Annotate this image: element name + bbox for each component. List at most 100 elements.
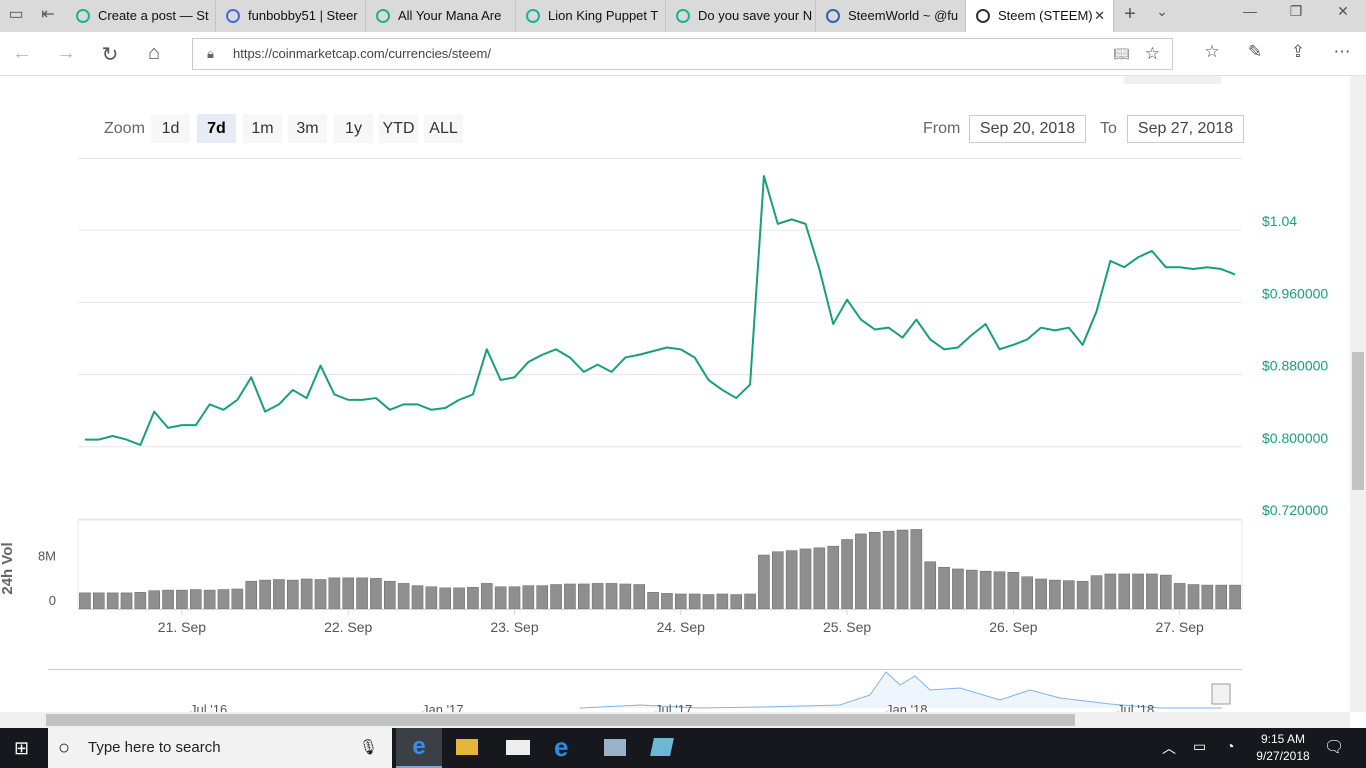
- y-axis-title: 24h Vol: [0, 542, 16, 594]
- ie-icon[interactable]: e: [554, 732, 569, 762]
- tab-aside[interactable]: ⇤: [41, 6, 55, 23]
- clock-date[interactable]: 9/27/2018: [1256, 749, 1310, 763]
- maximize[interactable]: ❐: [1289, 3, 1303, 19]
- vertical-scrollbar[interactable]: [1350, 76, 1366, 712]
- action-center[interactable]: 🗨︎: [1324, 739, 1345, 756]
- to-label: To: [1100, 120, 1117, 137]
- navigator-handle[interactable]: [1211, 683, 1231, 705]
- tab-title: All Your Mana Are: [398, 8, 502, 23]
- favorite[interactable]: ☆: [1144, 44, 1160, 63]
- volume-bar: [965, 569, 978, 610]
- more[interactable]: ⋯: [1333, 42, 1351, 61]
- y-tick-label: $0.800000: [1262, 430, 1328, 446]
- tab[interactable]: Lion King Puppet T: [516, 0, 666, 32]
- app-icon[interactable]: [604, 739, 626, 756]
- volume-bar: [813, 547, 826, 610]
- volume-bar: [633, 584, 646, 610]
- from-label: From: [923, 120, 961, 137]
- home[interactable]: ⌂: [147, 42, 161, 64]
- tab[interactable]: Do you save your N: [666, 0, 816, 32]
- minimize[interactable]: —: [1243, 3, 1257, 19]
- favorites-hub[interactable]: ☆: [1204, 42, 1220, 61]
- volume-bar: [203, 589, 216, 610]
- volume-bar: [674, 593, 687, 610]
- volume-bar: [1187, 584, 1200, 610]
- tray-wifi[interactable]: ◔: [1226, 738, 1235, 754]
- volume-bar: [564, 583, 576, 610]
- clock-time[interactable]: 9:15 AM: [1260, 732, 1306, 746]
- volume-bar: [855, 533, 867, 610]
- zoom-button[interactable]: 3m: [288, 114, 327, 143]
- forward[interactable]: →: [56, 42, 76, 64]
- tab[interactable]: Create a post — St: [66, 0, 216, 32]
- to-input[interactable]: Sep 27, 2018: [1127, 115, 1244, 143]
- app-icon[interactable]: [650, 738, 674, 756]
- tab-actions[interactable]: ▭: [8, 6, 24, 23]
- tab[interactable]: SteemWorld ~ @fu: [816, 0, 966, 32]
- x-tick-label: 25. Sep: [823, 619, 871, 635]
- back[interactable]: ←: [12, 42, 32, 64]
- tray-battery[interactable]: ▭: [1193, 738, 1207, 754]
- navigator-line: [579, 671, 1222, 709]
- refresh[interactable]: ↻: [101, 44, 119, 66]
- tab-bar: ▭ ⇤ Create a post — St funbobby51 | Stee…: [0, 0, 1366, 32]
- x-tick-label: 27. Sep: [1156, 619, 1204, 635]
- close-window[interactable]: ✕: [1337, 3, 1349, 19]
- volume-bar: [508, 586, 521, 610]
- volume-bar: [286, 579, 299, 610]
- mail-icon[interactable]: [506, 740, 530, 755]
- zoom-button[interactable]: 7d: [197, 114, 236, 143]
- volume-bar: [938, 567, 950, 610]
- y-tick-label: 0: [49, 593, 56, 608]
- search-box[interactable]: ○ Type here to search 🎙︎: [48, 728, 392, 768]
- volume-bar: [1035, 578, 1047, 610]
- zoom-button[interactable]: 1m: [243, 114, 282, 143]
- volume-bar: [148, 590, 161, 610]
- volume-bar: [619, 583, 632, 610]
- share[interactable]: ⇪: [1290, 42, 1306, 61]
- y-tick-label: $0.960000: [1262, 285, 1328, 301]
- reading-view[interactable]: 📖︎: [1113, 46, 1130, 61]
- volume-bar: [273, 579, 285, 610]
- scroll-thumb[interactable]: [1352, 352, 1364, 490]
- page-button-stub[interactable]: [1124, 76, 1221, 84]
- volume-bar: [328, 577, 341, 610]
- address-bar[interactable]: 🔒︎ https://coinmarketcap.com/currencies/s…: [192, 38, 1173, 70]
- x-tick-label: 24. Sep: [657, 619, 705, 635]
- zoom-button[interactable]: 1d: [151, 114, 190, 143]
- zoom-label: Zoom: [104, 120, 145, 137]
- x-tick-label: 23. Sep: [490, 619, 538, 635]
- zoom-button[interactable]: ALL: [424, 114, 463, 143]
- volume-bar: [647, 592, 659, 610]
- volume-bar: [1201, 584, 1214, 610]
- volume-bar: [1159, 574, 1172, 610]
- tab-preview[interactable]: ⌄: [1156, 3, 1168, 19]
- new-tab[interactable]: +: [1124, 3, 1136, 25]
- tab-close[interactable]: ✕: [1094, 8, 1105, 23]
- lock-icon: 🔒︎: [207, 46, 214, 61]
- x-tick-label: 22. Sep: [324, 619, 372, 635]
- from-input[interactable]: Sep 20, 2018: [969, 115, 1086, 143]
- mic-icon[interactable]: 🎙︎: [358, 739, 378, 756]
- edge-icon[interactable]: e: [396, 728, 442, 768]
- scroll-thumb[interactable]: [46, 714, 1075, 726]
- zoom-button[interactable]: 1y: [334, 114, 373, 143]
- volume-bar: [979, 570, 992, 610]
- volume-bar: [1076, 580, 1089, 610]
- volume-bar: [467, 587, 479, 610]
- volume-bar: [536, 585, 549, 610]
- notes[interactable]: ✎: [1247, 42, 1263, 61]
- tab[interactable]: funbobby51 | Steer: [216, 0, 366, 32]
- explorer-icon[interactable]: [456, 739, 478, 755]
- tab[interactable]: All Your Mana Are: [366, 0, 516, 32]
- chart-area: Jul '16 Jan '17 Jul '17 Jan '18 Jul '18 …: [0, 158, 1328, 712]
- horizontal-scrollbar[interactable]: [0, 712, 1350, 728]
- price-line: [84, 175, 1236, 446]
- zoom-button[interactable]: YTD: [379, 114, 418, 143]
- tray-arrow[interactable]: ︿: [1162, 740, 1176, 756]
- tab-active[interactable]: Steem (STEEM) ✕: [966, 0, 1114, 32]
- volume-bar: [827, 545, 840, 610]
- start-button[interactable]: ⊞: [14, 738, 30, 758]
- volume-bar: [370, 578, 382, 610]
- volume-bar: [425, 586, 438, 610]
